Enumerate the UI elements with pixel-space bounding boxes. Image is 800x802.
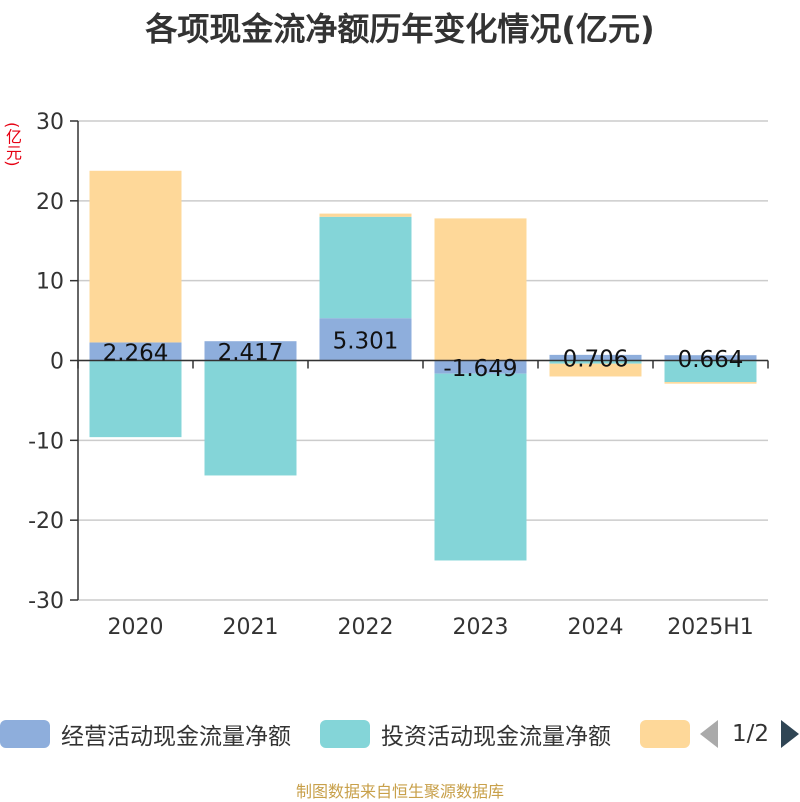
data-label: 5.301	[333, 328, 399, 354]
bar-2023	[434, 218, 527, 361]
bar-2023	[434, 373, 527, 561]
bar-2024	[549, 354, 642, 361]
bar-2021	[204, 360, 297, 476]
data-label: 0.706	[563, 347, 629, 373]
chart-title: 各项现金流净额历年变化情况(亿元)	[145, 10, 655, 48]
bar-2025H1	[664, 360, 757, 383]
y-tick-label: -30	[28, 589, 64, 614]
x-tick-label: 2022	[338, 615, 394, 640]
bar-2025H1	[664, 382, 757, 384]
bar-2020	[89, 170, 182, 343]
bar-2024	[549, 360, 642, 364]
legend: 经营活动现金流量净额 投资活动现金流量净额 1/2	[0, 716, 800, 752]
legend-swatch-financing	[640, 720, 690, 748]
x-tick-label: 2023	[453, 615, 509, 640]
bar-2022	[319, 318, 412, 361]
legend-pager: 1/2	[700, 716, 800, 752]
x-tick-label: 2025H1	[667, 615, 754, 640]
bar-2025H1	[664, 355, 757, 361]
x-tick-label: 2021	[223, 615, 279, 640]
data-label: 2.264	[103, 340, 169, 366]
y-tick-label: -20	[28, 509, 64, 534]
data-label: 0.664	[678, 347, 744, 373]
y-axis-unit-label: (亿元)	[3, 122, 22, 167]
legend-page-indicator: 1/2	[732, 721, 770, 747]
y-tick-label: 30	[36, 110, 64, 135]
legend-swatch-investing	[320, 720, 370, 748]
x-tick-label: 2024	[568, 615, 624, 640]
bar-2022	[319, 216, 412, 319]
bar-2020	[89, 342, 182, 361]
y-tick-label: 20	[36, 190, 64, 215]
legend-label-investing: 投资活动现金流量净额	[381, 724, 611, 750]
legend-label-operating: 经营活动现金流量净额	[61, 724, 291, 750]
data-labels: 2.264 2.417 5.301 -1.649 0.706 0.664	[103, 328, 744, 382]
data-source-note: 制图数据来自恒生聚源数据库	[295, 782, 504, 801]
next-page-icon[interactable]	[781, 720, 800, 748]
bar-2022	[319, 213, 412, 217]
bars	[89, 170, 757, 561]
axes: 30 20 10 0 -10 -20 -30 2020 2021 2022 2023 2024 2025…	[28, 110, 769, 640]
legend-item-financing[interactable]	[640, 716, 690, 752]
data-label: 2.417	[218, 340, 284, 366]
bar-2020	[89, 360, 182, 438]
bar-2021	[204, 341, 297, 361]
bar-2024	[549, 363, 642, 377]
y-tick-label: 10	[36, 270, 64, 295]
x-tick-label: 2020	[108, 615, 164, 640]
data-label: -1.649	[443, 356, 517, 382]
y-tick-label: 0	[50, 350, 64, 375]
legend-swatch-operating	[0, 720, 50, 748]
previous-page-icon[interactable]	[700, 720, 718, 748]
bar-2023	[434, 360, 527, 374]
legend-item-investing[interactable]: 投资活动现金流量净额	[320, 716, 611, 752]
legend-item-operating[interactable]: 经营活动现金流量净额	[0, 716, 291, 752]
y-tick-label: -10	[28, 429, 64, 454]
